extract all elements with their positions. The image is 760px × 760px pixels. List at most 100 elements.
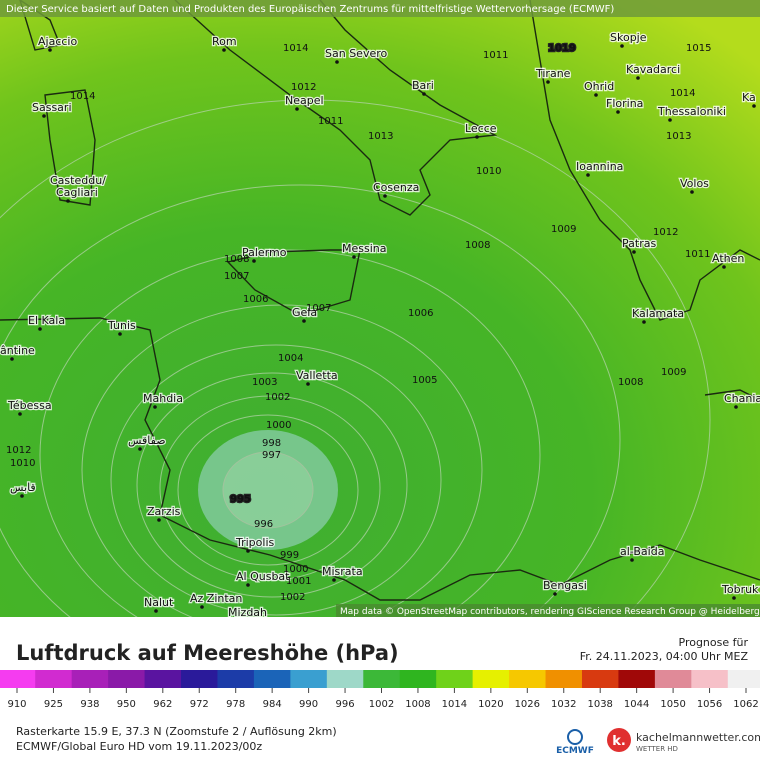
city-label: Sassari	[32, 101, 72, 114]
legend-swatch	[144, 670, 182, 688]
isobar-label: 1011	[318, 116, 343, 127]
legend-swatch	[545, 670, 583, 688]
city-dot	[42, 114, 46, 118]
legend-swatch	[581, 670, 619, 688]
isobar-label: 1011	[483, 50, 508, 61]
legend-tick-label: 1014	[442, 699, 467, 710]
isobar-label: 996	[254, 519, 273, 530]
city-dot	[200, 605, 204, 609]
city-dot	[252, 259, 256, 263]
legend-tick-label: 984	[263, 699, 282, 710]
legend-swatch	[217, 670, 255, 688]
isobar-label: 1012	[6, 445, 31, 456]
city-dot	[66, 199, 70, 203]
city-label: Ajaccio	[38, 35, 77, 48]
legend-swatch	[727, 670, 760, 688]
isobar-label: 1010	[10, 458, 35, 469]
city-dot	[60, 187, 64, 191]
city-dot	[295, 107, 299, 111]
city-dot	[335, 60, 339, 64]
legend-tick-label: 1038	[587, 699, 612, 710]
city-label: Lecce	[465, 122, 497, 135]
isobar-label: 1006	[408, 308, 433, 319]
legend-tick-label: 910	[7, 699, 26, 710]
city-dot	[546, 80, 550, 84]
isobar-label: 1004	[278, 353, 303, 364]
legend-tick-label: 1002	[369, 699, 394, 710]
city-dot	[10, 357, 14, 361]
city-dot	[332, 578, 336, 582]
city-label: Neapel	[285, 94, 324, 107]
legend-swatch	[35, 670, 73, 688]
city-dot	[118, 332, 122, 336]
city-dot	[475, 135, 479, 139]
legend-tick-label: 1062	[733, 699, 758, 710]
isobar-label: 1013	[666, 131, 691, 142]
isobar-label: 1005	[412, 375, 437, 386]
legend-tick-label: 1020	[478, 699, 503, 710]
brand-sub: WETTER HD	[636, 745, 678, 753]
city-label: Az Zintan	[190, 592, 242, 605]
legend-swatch	[181, 670, 218, 688]
legend-swatch	[363, 670, 401, 688]
legend-swatch	[108, 670, 146, 688]
city-label: Kalamata	[632, 307, 684, 320]
legend-tick-label: 950	[117, 699, 136, 710]
city-dot	[246, 583, 250, 587]
legend-tick-label: 972	[190, 699, 209, 710]
legend: 910 925 938 950 962 972 978 984 990 996 1002 1008 10…	[0, 670, 760, 710]
isobar-label: 1000	[283, 564, 308, 575]
city-label: Patras	[622, 237, 656, 250]
footer-model: ECMWF/Global Euro HD vom 19.11.2023/00z	[16, 740, 262, 753]
city-dot	[636, 76, 640, 80]
city-dot	[752, 104, 756, 108]
city-label: Ioannina	[576, 160, 623, 173]
isobar-label: 995	[230, 494, 251, 505]
isobar-label: 1015	[686, 43, 711, 54]
city-dot	[616, 110, 620, 114]
isobar-label: 1000	[266, 420, 291, 431]
city-label: Cagliari	[56, 186, 98, 199]
city-label: Messina	[342, 242, 387, 255]
city-label: Florina	[606, 97, 643, 110]
city-label: Cosenza	[373, 181, 419, 194]
isobar-label: 1008	[224, 254, 249, 265]
city-label: al-Baida	[620, 545, 664, 558]
isobar-label: 1003	[252, 377, 277, 388]
legend-tick-label: 1050	[660, 699, 685, 710]
city-dot	[422, 92, 426, 96]
city-dot	[722, 265, 726, 269]
legend-swatch	[691, 670, 729, 688]
ecmwf-logo	[567, 729, 583, 745]
city-label: Ka	[742, 91, 756, 104]
isobar-label: 1014	[670, 88, 695, 99]
brand-logo	[607, 728, 631, 752]
legend-tick-label: 1044	[624, 699, 649, 710]
city-dot	[553, 592, 557, 596]
city-dot	[222, 48, 226, 52]
city-label: Tunis	[107, 319, 136, 332]
legend-swatch	[436, 670, 474, 688]
isobar-label: 1011	[685, 249, 710, 260]
city-label: Tirane	[535, 67, 571, 80]
city-dot	[632, 250, 636, 254]
city-label: Mizdah	[228, 606, 267, 619]
legend-tick-label: 990	[299, 699, 318, 710]
city-label: Athen	[712, 252, 744, 265]
isobar-labels: 1014 1011 1019 1015 1012 1014 1011 1013 1010 1013…	[6, 42, 711, 603]
city-dot	[642, 320, 646, 324]
city-dot	[157, 518, 161, 522]
legend-tick-label: 925	[44, 699, 63, 710]
isobar-label: 1012	[653, 227, 678, 238]
city-label: El Kala	[28, 314, 65, 327]
city-label: Tobruk	[721, 583, 759, 596]
city-dot	[732, 596, 736, 600]
legend-swatch	[253, 670, 291, 688]
city-dot	[586, 173, 590, 177]
legend-swatch	[509, 670, 547, 688]
city-dot	[154, 609, 158, 613]
city-label: Gela	[292, 306, 317, 319]
isobar-label: 1010	[476, 166, 501, 177]
isobar-label: 1009	[661, 367, 686, 378]
